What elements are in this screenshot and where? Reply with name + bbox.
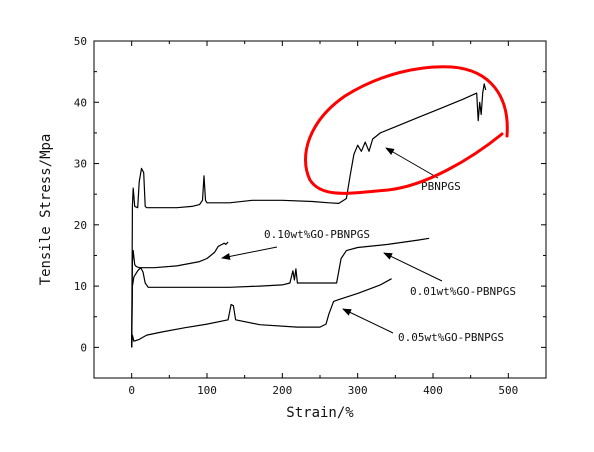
series-line-2	[131, 237, 430, 348]
highlight-ellipse	[304, 65, 509, 195]
y-tick-label: 50	[74, 35, 87, 48]
annotation-arrow	[385, 147, 439, 179]
series-line-0	[131, 83, 487, 348]
annotation-label: 0.10wt%GO-PBNPGS	[264, 228, 370, 241]
y-tick-label: 30	[74, 158, 87, 171]
x-tick-label: 100	[197, 384, 217, 397]
x-axis-title: Strain/%	[286, 405, 354, 421]
annotation-arrow	[383, 252, 443, 282]
x-tick-label: 0	[128, 384, 135, 397]
y-tick-label: 10	[74, 280, 87, 293]
annotation-label: 0.05wt%GO-PBNPGS	[398, 331, 504, 344]
annotation-label: PBNPGS	[421, 180, 461, 193]
series-line-3	[131, 278, 392, 348]
series-line-1	[131, 241, 229, 348]
y-axis-title: Tensile Stress/Mpa	[38, 134, 54, 286]
annotation-label: 0.01wt%GO-PBNPGS	[410, 285, 516, 298]
y-tick-label: 0	[80, 341, 87, 354]
annotation-arrow	[342, 308, 394, 334]
annotation-arrow	[221, 246, 278, 260]
series-layer	[131, 83, 487, 348]
annotation-layer: PBNPGS 0.10wt%GO-PBNPGS 0.01wt%GO-PBNPGS 0.…	[221, 65, 516, 344]
x-tick-label: 400	[423, 384, 443, 397]
x-tick-label: 200	[272, 384, 292, 397]
y-tick-label: 40	[74, 96, 87, 109]
y-tick-label: 20	[74, 219, 87, 232]
x-tick-label: 300	[348, 384, 368, 397]
x-tick-label: 500	[498, 384, 518, 397]
axes-frame: 0 100 200 300 400 500 0 10 20 30 40 50	[74, 35, 547, 397]
